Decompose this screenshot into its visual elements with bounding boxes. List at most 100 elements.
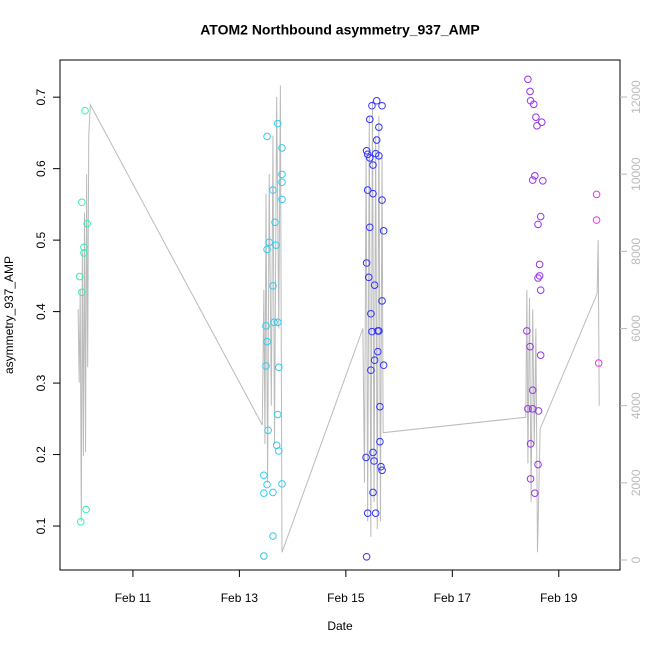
data-point [534,220,542,229]
data-point [81,106,89,115]
data-point [524,405,532,413]
data-point [368,101,376,110]
data-point [375,327,383,335]
data-point [372,136,381,144]
x-tick-label: Feb 19 [540,591,578,605]
data-point [528,176,537,184]
y-tick-label: 0.4 [34,303,48,320]
data-point [534,407,543,415]
data-point [369,448,377,457]
data-point [539,176,547,185]
data-point [265,238,274,247]
data-point [375,123,383,131]
data-point [278,480,286,488]
data-point [362,146,371,155]
data-point [378,196,386,204]
data-point [269,532,277,540]
data-point [532,113,540,121]
data-point [370,356,379,365]
data-point [535,272,544,280]
data-point [378,297,386,305]
data-point [262,362,270,370]
data-point [531,489,539,497]
data-point [83,219,91,228]
chart-title: ATOM2 Northbound asymmetry_937_AMP [200,22,480,38]
data-point [536,286,545,294]
data-point [269,282,277,290]
data-point [536,212,545,221]
x-tick-label: Feb 11 [115,591,152,605]
x-tick-label: Feb 13 [221,591,259,605]
data-point [592,190,601,199]
data-point [271,218,279,227]
data-point [375,151,383,160]
data-point [533,121,541,130]
data-point [379,361,388,370]
data-point [263,337,271,346]
y2-tick-label: 6000 [629,315,643,342]
data-point [362,453,370,462]
data-point [278,195,286,204]
data-point [278,178,286,187]
data-point [364,273,373,282]
y2-tick-label: 0 [629,556,643,563]
data-point [82,505,90,514]
data-point [272,241,280,249]
plot-frame [59,59,621,571]
data-point [370,457,378,465]
data-point [274,363,283,372]
data-point [367,366,375,375]
data-point [526,440,535,448]
data-point [524,75,532,84]
data-point [270,318,278,327]
data-point [274,447,283,455]
data-point [273,318,282,327]
data-point [526,342,534,351]
data-point [75,272,84,281]
y-tick-label: 0.1 [34,517,48,534]
data-point [366,154,374,162]
data-point [273,410,282,419]
data-point [367,309,375,318]
data-point [260,552,268,560]
data-point [370,281,379,289]
data-point [260,471,268,480]
y2-tick-label: 4000 [629,392,643,419]
data-point [362,552,371,561]
data-point [263,132,271,141]
data-point [526,87,534,96]
data-point [523,327,531,335]
y-tick-label: 0.2 [34,446,48,463]
data-point [536,351,545,360]
data-point [366,223,374,232]
data-point [526,475,535,483]
y-tick-label: 0.6 [34,160,48,177]
data-point [263,480,271,489]
data-point [263,245,271,254]
data-point [269,488,277,497]
data-point [534,274,542,282]
data-point [592,216,601,224]
data-point [260,489,268,497]
data-point [531,171,539,180]
y2-tick-label: 10000 [629,157,643,191]
y2-tick-label: 12000 [629,80,643,114]
data-point [262,322,270,330]
data-point [372,96,381,105]
data-point [278,144,286,152]
data-point [273,119,282,128]
data-point [376,437,384,446]
data-point [537,118,546,126]
data-point [363,186,372,194]
data-point [80,243,88,252]
data-point [373,347,382,356]
data-point [371,509,380,517]
data-point [535,260,544,269]
data-point [278,170,286,179]
data-point [80,249,88,257]
x-axis-label: Date [327,619,353,633]
data-line [77,85,600,553]
data-point [378,466,386,475]
data-point [269,186,277,194]
